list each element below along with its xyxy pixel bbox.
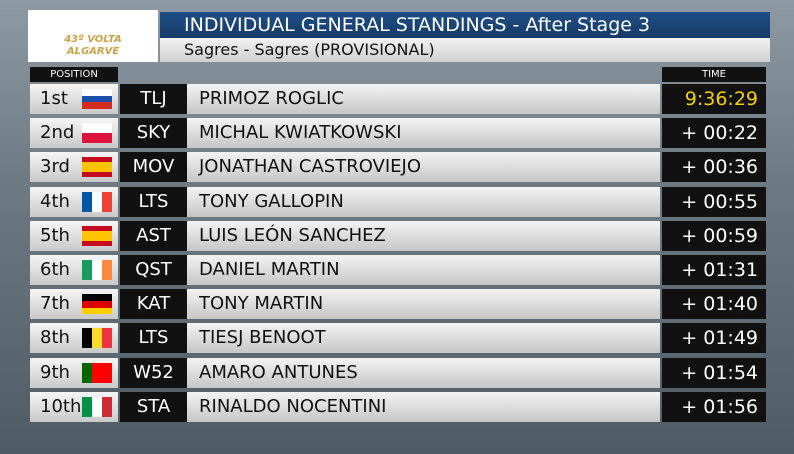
- flag: [82, 362, 112, 383]
- logo-line: 43º VOLTA: [64, 34, 122, 45]
- flag-stripe: [82, 230, 112, 236]
- time-cell: + 01:49: [662, 323, 766, 354]
- flag-stripe: [82, 133, 112, 144]
- rider-name: RINALDO NOCENTINI: [187, 391, 660, 422]
- team-cell: QST: [120, 255, 187, 285]
- rider-name: JONATHAN CASTROVIEJO: [187, 152, 660, 183]
- flag: [82, 157, 112, 178]
- flag: [82, 328, 112, 349]
- flag: [82, 225, 112, 246]
- rider-name: MICHAL KWIATKOWSKI: [187, 118, 660, 149]
- flag-stripe: [102, 260, 112, 280]
- rider-name: AMARO ANTUNES: [187, 357, 660, 388]
- flag: [82, 294, 112, 315]
- time-cell: + 01:31: [662, 255, 766, 285]
- flag-stripe: [82, 307, 112, 315]
- logo-line: ALGARVE: [66, 46, 120, 57]
- flag-stripe: [92, 362, 102, 383]
- time-cell: + 01:40: [662, 289, 766, 320]
- logo: 43º VOLTA ALGARVE: [28, 10, 158, 62]
- rider-name: TONY GALLOPIN: [187, 186, 660, 217]
- flag-stripe: [92, 328, 102, 349]
- flag-stripe: [82, 225, 112, 231]
- flag-stripe: [82, 294, 112, 301]
- flag-stripe: [102, 191, 112, 212]
- flag-stripe: [82, 362, 92, 383]
- team-cell: W52: [120, 357, 187, 388]
- flag-stripe: [82, 235, 112, 241]
- flag-stripe: [82, 123, 112, 134]
- team-cell: MOV: [120, 152, 187, 183]
- flag-stripe: [102, 396, 112, 417]
- flag-stripe: [82, 396, 92, 417]
- flag: [82, 260, 112, 280]
- flag-stripe: [82, 95, 112, 103]
- flag-stripe: [92, 260, 102, 280]
- team-cell: AST: [120, 220, 187, 251]
- team-cell: TLJ: [120, 84, 187, 114]
- flag: [82, 191, 112, 212]
- time-cell: + 01:54: [662, 357, 766, 388]
- team-cell: LTS: [120, 186, 187, 217]
- flag: [82, 396, 112, 417]
- flag-stripe: [92, 191, 102, 212]
- subtitle: Sagres - Sagres (PROVISIONAL): [160, 38, 770, 62]
- rider-name: PRIMOZ ROGLIC: [187, 84, 660, 114]
- flag: [82, 123, 112, 144]
- time-cell: 9:36:29: [662, 84, 766, 114]
- team-cell: LTS: [120, 323, 187, 354]
- flag-stripe: [82, 102, 112, 109]
- flag-stripe: [82, 172, 112, 178]
- flag-stripe: [82, 328, 92, 349]
- team-cell: SKY: [120, 118, 187, 149]
- flag-stripe: [82, 240, 112, 246]
- flag-stripe: [82, 191, 92, 212]
- flag-stripe: [82, 157, 112, 163]
- title: INDIVIDUAL GENERAL STANDINGS - After Sta…: [160, 12, 770, 38]
- rider-name: TONY MARTIN: [187, 289, 660, 320]
- flag-stripe: [92, 396, 102, 417]
- team-cell: KAT: [120, 289, 187, 320]
- rider-name: LUIS LEÓN SANCHEZ: [187, 220, 660, 251]
- time-cell: + 00:59: [662, 220, 766, 251]
- flag-stripe: [102, 362, 112, 383]
- time-cell: + 00:55: [662, 186, 766, 217]
- flag-stripe: [82, 300, 112, 308]
- rider-name: DANIEL MARTIN: [187, 255, 660, 285]
- time-cell: + 01:56: [662, 391, 766, 422]
- time-header: TIME: [662, 67, 766, 82]
- rider-name: TIESJ BENOOT: [187, 323, 660, 354]
- flag-stripe: [82, 162, 112, 168]
- flag: [82, 89, 112, 109]
- flag-stripe: [82, 167, 112, 173]
- time-cell: + 00:36: [662, 152, 766, 183]
- team-cell: STA: [120, 391, 187, 422]
- time-cell: + 00:22: [662, 118, 766, 149]
- flag-stripe: [82, 260, 92, 280]
- flag-stripe: [82, 89, 112, 96]
- flag-stripe: [102, 328, 112, 349]
- position-header: POSITION: [30, 67, 118, 82]
